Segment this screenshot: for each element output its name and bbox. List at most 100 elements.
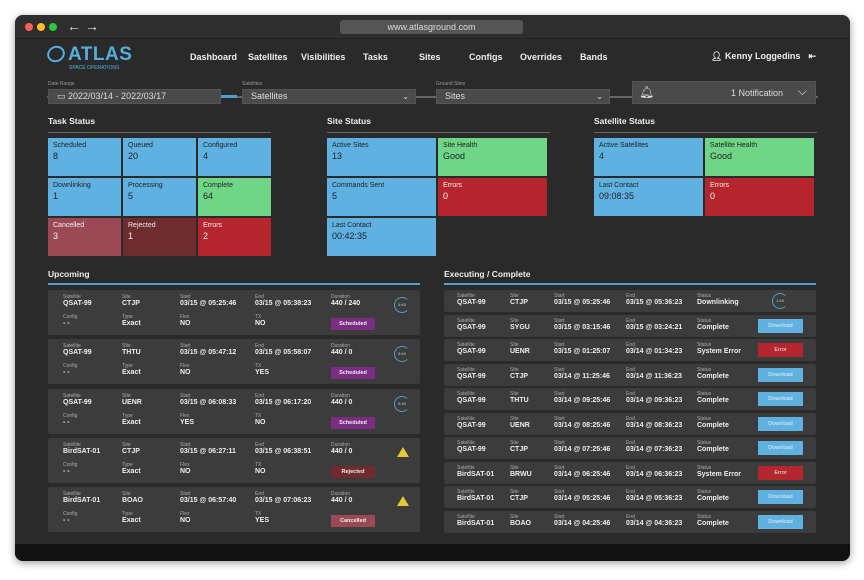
minimize-window-button[interactable] (37, 23, 45, 31)
download-button[interactable]: Download (758, 416, 803, 431)
download-button[interactable]: Download (758, 441, 803, 455)
status-tile-processing[interactable]: Processing 5 (123, 178, 196, 216)
status-value: Complete (697, 397, 729, 404)
error-button[interactable]: Error (758, 465, 803, 480)
status-tile-commands-sent[interactable]: Commands Sent 5 (327, 178, 436, 216)
address-bar[interactable]: www.atlasground.com (340, 20, 523, 34)
nav-dashboard[interactable]: Dashboard (190, 52, 238, 62)
status-tile-cancelled[interactable]: Cancelled 3 (48, 218, 121, 256)
back-arrow-icon[interactable]: ← (67, 18, 81, 34)
download-button[interactable]: Download (758, 514, 803, 529)
satellite-label: Satellite (457, 513, 475, 520)
executing-row[interactable]: Satellite BirdSAT-01 Site BRWU Start 03/14 @ … (444, 461, 816, 484)
notifications-dropdown[interactable]: 🔔︎ 1 Notification ⌵ (632, 81, 816, 104)
site: Site BOAO (510, 514, 531, 528)
status-tile-errors[interactable]: Errors 2 (198, 218, 271, 256)
start: Start 03/14 @ 05:25:46 (554, 489, 610, 503)
status-tile-complete[interactable]: Complete 64 (198, 178, 271, 216)
executing-row[interactable]: Satellite QSAT-99 Site CTJP Start 03/14 @ 11:… (444, 363, 816, 386)
maximize-window-button[interactable] (49, 23, 57, 31)
status-tile-active-sites[interactable]: Active Sites 13 (327, 138, 436, 176)
start-value: 03/15 @ 06:27:11 (180, 447, 236, 455)
satellite-label: Satellite (63, 392, 81, 399)
download-button[interactable]: Download (758, 392, 803, 406)
duration: Duration 440 / 0 (331, 393, 352, 407)
download-button[interactable]: Download (758, 318, 803, 333)
type-value: Exact (122, 369, 141, 377)
executing-row[interactable]: Satellite QSAT-99 Site UENR Start 03/14 @ 08:… (444, 412, 816, 435)
flex-value: NO (180, 517, 191, 525)
status-tile-errors[interactable]: Errors 0 (438, 178, 547, 216)
logout-icon[interactable]: ⇤ (808, 51, 816, 61)
close-window-button[interactable] (25, 23, 33, 31)
status-badge-cancelled: Cancelled (331, 515, 375, 528)
status-tile-queued[interactable]: Queued 20 (123, 138, 196, 176)
status-tile-site-health[interactable]: Site Health Good (438, 138, 547, 176)
satellite-value: BirdSAT-01 (457, 495, 495, 502)
nav-tasks[interactable]: Tasks (363, 52, 388, 62)
status-tile-downlinking[interactable]: Downlinking 1 (48, 178, 121, 216)
date-range-label: Date Range (48, 81, 75, 87)
brand-name: ATLAS (68, 44, 133, 65)
start: Start 03/15 @ 01:25:07 (554, 342, 610, 356)
status-tile-last-contact[interactable]: Last Contact 00:42:35 (327, 218, 436, 256)
status-tile-scheduled[interactable]: Scheduled 8 (48, 138, 121, 176)
executing-row[interactable]: Satellite BirdSAT-01 Site BOAO Start 03/14 @ … (444, 510, 816, 533)
upcoming-row[interactable]: Satellite BirdSAT-01 Site BOAO Start 03/15 @ … (48, 487, 420, 533)
download-button[interactable]: Download (758, 490, 803, 504)
nav-satellites[interactable]: Satellites (248, 52, 288, 62)
status-tile-satellite-health[interactable]: Satellite Health Good (705, 138, 814, 176)
status-badge-scheduled: Scheduled (331, 367, 375, 380)
tx-label: TX (255, 511, 262, 518)
executing-row[interactable]: Satellite QSAT-99 Site SYGU Start 03/15 @ 03:… (444, 314, 816, 337)
satellite-label: Satellite (457, 293, 475, 299)
satellite: Satellite BirdSAT-01 (63, 442, 100, 456)
upcoming-divider (48, 283, 420, 285)
executing-row[interactable]: Satellite QSAT-99 Site UENR Start 03/15 @ 01:… (444, 339, 816, 361)
satellites-select[interactable]: Satellites ⌄ (242, 89, 416, 104)
start: Start 03/15 @ 03:15:46 (554, 318, 610, 332)
tile-value: 4 (203, 151, 209, 161)
executing-row[interactable]: Satellite QSAT-99 Site CTJP Start 03/14 @ 07:… (444, 437, 816, 459)
start: Start 03/14 @ 04:25:46 (554, 514, 610, 528)
executing-row[interactable]: Satellite BirdSAT-01 Site CTJP Start 03/14 @ … (444, 486, 816, 508)
nav-overrides[interactable]: Overrides (520, 52, 563, 62)
status-value: System Error (697, 348, 741, 355)
user-menu[interactable]: 👤︎ Kenny Loggedins ⇤ (711, 51, 816, 62)
status-tile-rejected[interactable]: Rejected 1 (123, 218, 196, 256)
user-name: Kenny Loggedins (724, 51, 801, 61)
type-label: Type (122, 461, 133, 468)
end: End 03/15 @ 05:58:07 (255, 343, 311, 357)
ground-sites-select[interactable]: Sites ⌄ (436, 89, 610, 104)
tile-value: 4 (599, 151, 605, 161)
status-tile-configured[interactable]: Configured 4 (198, 138, 271, 176)
atlas-logo[interactable]: ATLAS SPACE OPERATIONS (44, 42, 133, 71)
download-button[interactable]: Download (758, 367, 803, 382)
nav-visibilities[interactable]: Visibilities (301, 52, 346, 62)
nav-configs[interactable]: Configs (469, 52, 503, 62)
forward-arrow-icon[interactable]: → (85, 18, 99, 34)
config-value: - - (63, 320, 70, 327)
date-range-input[interactable]: ▭ 2022/03/14 - 2022/03/17 (48, 89, 221, 104)
tile-value: Good (710, 151, 733, 161)
upcoming-row[interactable]: Satellite BirdSAT-01 Site CTJP Start 03/15 @ … (48, 437, 420, 483)
executing-divider (444, 283, 816, 285)
flex-label: Flex (180, 461, 190, 468)
upcoming-row[interactable]: Satellite QSAT-99 Site UENR Start 03/15 @ 06:… (48, 388, 420, 434)
status-tile-active-satellites[interactable]: Active Satellites 4 (594, 138, 703, 176)
executing-row[interactable]: Satellite QSAT-99 Site THTU Start 03/14 @ 09:… (444, 388, 816, 410)
error-button[interactable]: Error (758, 343, 803, 357)
upcoming-row[interactable]: Satellite QSAT-99 Site CTJP Start 03/15 @ 05:… (48, 290, 420, 335)
upcoming-row[interactable]: Satellite QSAT-99 Site THTU Start 03/15 @ 05:… (48, 339, 420, 385)
nav-sites[interactable]: Sites (419, 52, 441, 62)
site-label: Site (510, 513, 519, 520)
status-tile-last-contact[interactable]: Last Contact 09:08:35 (594, 178, 703, 216)
satellite: Satellite QSAT-99 (457, 293, 486, 307)
start-label: Start (554, 415, 565, 422)
start-value: 03/14 @ 06:25:46 (554, 470, 611, 478)
start-label: Start (180, 294, 191, 300)
start-label: Start (180, 491, 191, 498)
executing-row[interactable]: Satellite QSAT-99 Site CTJP Start 03/15 @ 05:… (444, 290, 816, 312)
status-tile-errors[interactable]: Errors 0 (705, 178, 814, 216)
nav-bands[interactable]: Bands (580, 52, 608, 62)
